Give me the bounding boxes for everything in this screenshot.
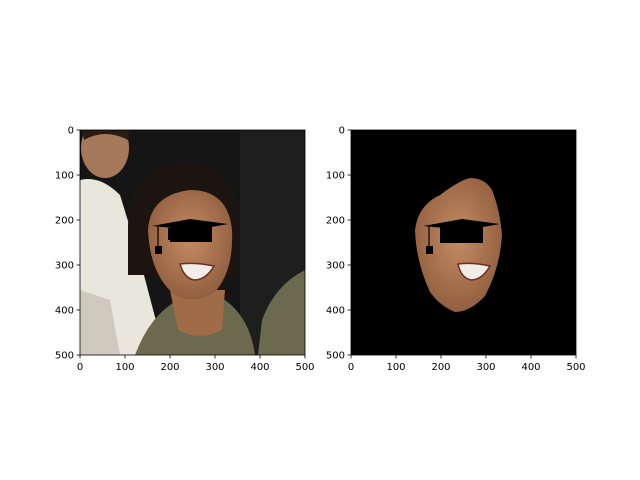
y-tick-label: 100	[326, 171, 345, 182]
masked-eye-bar	[440, 226, 483, 243]
x-tick-label: 500	[566, 362, 585, 373]
woman-neck	[170, 290, 225, 336]
y-tick-label: 500	[326, 351, 345, 362]
graduation-cap-icon	[423, 219, 500, 254]
background-person-head	[81, 130, 129, 178]
x-tick-label: 400	[250, 362, 269, 373]
x-tick-label: 200	[160, 362, 179, 373]
y-tick-label: 400	[55, 306, 74, 317]
original-photo-panel	[80, 130, 305, 355]
graduation-cap-icon	[152, 219, 228, 254]
white-shirt-shadow	[80, 290, 120, 355]
x-tick-label: 0	[77, 362, 83, 373]
y-tick-label: 300	[55, 261, 74, 272]
background-person-hair	[82, 130, 130, 140]
y-tick-label: 100	[55, 171, 74, 182]
right-person-shirt	[258, 270, 305, 355]
y-tick-label: 200	[55, 216, 74, 227]
masked-face-region	[415, 178, 502, 312]
woman-face	[148, 190, 233, 300]
y-tick-label: 300	[326, 261, 345, 272]
y-tick-label: 400	[326, 306, 345, 317]
y-tick-label: 0	[68, 126, 74, 137]
x-tick-label: 300	[205, 362, 224, 373]
x-tick-label: 400	[521, 362, 540, 373]
masked-face-panel	[351, 130, 576, 355]
y-tick-label: 0	[339, 126, 345, 137]
y-tick-label: 500	[55, 351, 74, 362]
x-tick-label: 300	[476, 362, 495, 373]
x-tick-label: 500	[295, 362, 314, 373]
masked-face-frame	[350, 129, 577, 356]
masked-mouth	[457, 262, 492, 281]
x-tick-label: 200	[431, 362, 450, 373]
x-tick-label: 100	[115, 362, 134, 373]
x-tick-label: 0	[348, 362, 354, 373]
y-tick-label: 200	[326, 216, 345, 227]
woman-mouth	[179, 262, 216, 281]
original-photo-frame	[79, 129, 306, 356]
x-tick-label: 100	[386, 362, 405, 373]
